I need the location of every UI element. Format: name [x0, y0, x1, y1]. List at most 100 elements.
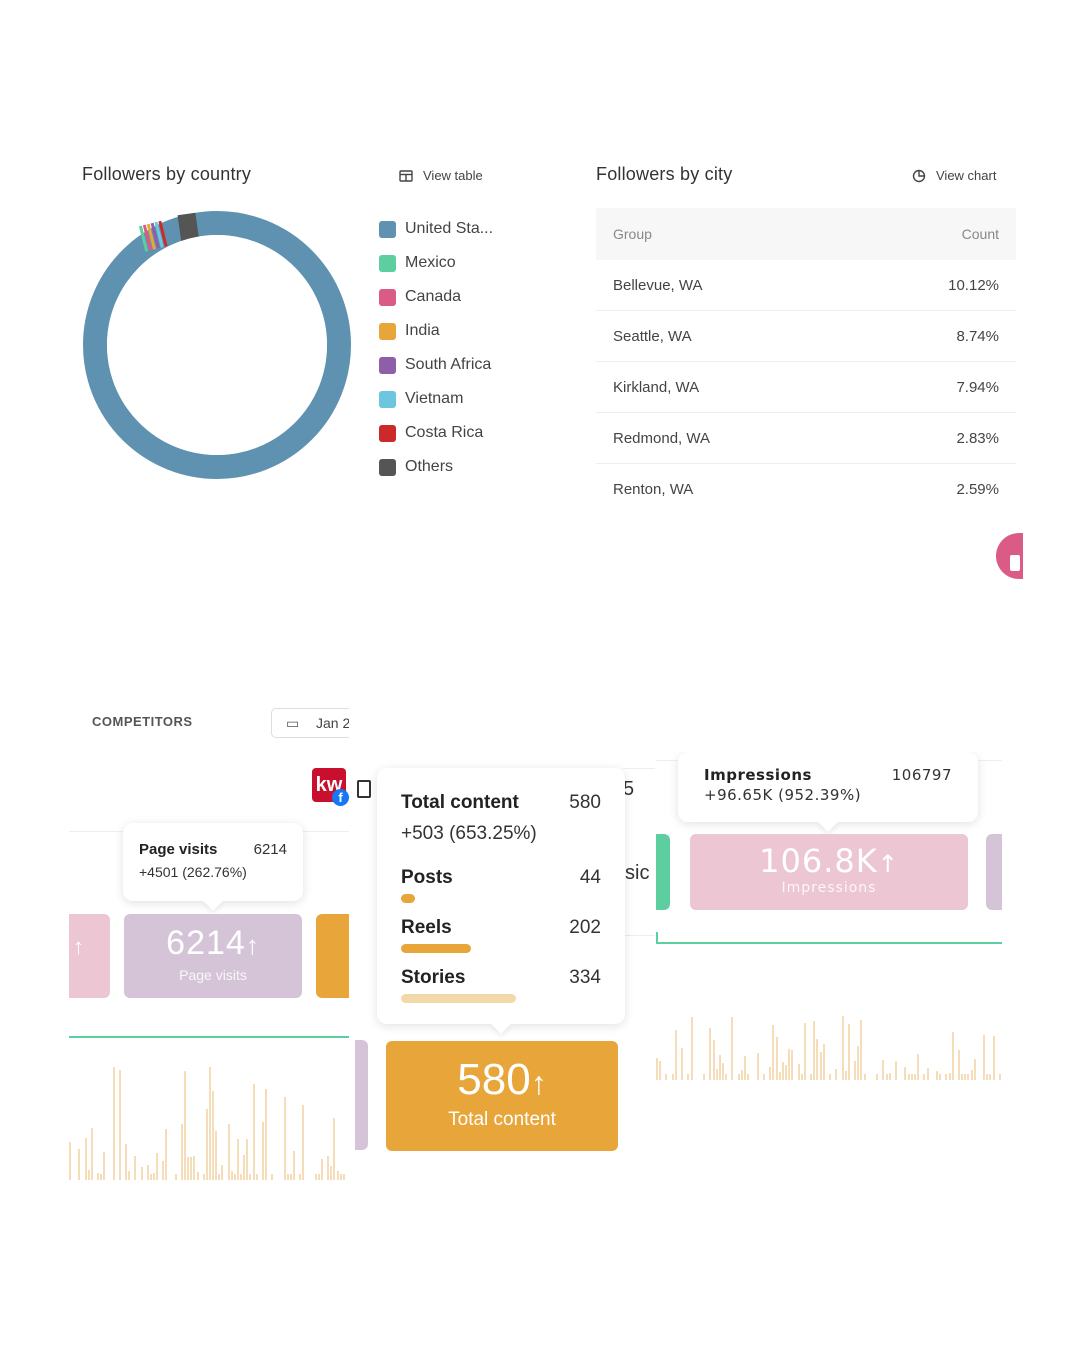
partial-text: 5 [623, 778, 635, 800]
legend-item[interactable]: Others [379, 450, 493, 484]
sparkline-bar [983, 1035, 985, 1080]
sparkline-bar [293, 1151, 295, 1180]
view-table-button[interactable]: View table [399, 168, 483, 183]
total-content-tooltip: Total content 580 +503 (653.25%) Posts 4… [377, 768, 625, 1024]
sparkline-bar [212, 1091, 214, 1180]
column-header-group[interactable]: Group [613, 226, 652, 242]
donut-segment-costa-rica[interactable] [158, 220, 168, 247]
sparkline-bar [703, 1074, 705, 1080]
tooltip-change: +96.65K (952.39%) [704, 786, 862, 804]
sparkline-bar [974, 1059, 976, 1080]
table-row[interactable]: Renton, WA 2.59% [596, 464, 1016, 515]
sparkline-bar [340, 1174, 342, 1180]
sparkline-bar [804, 1023, 806, 1080]
sparkline-bar [719, 1055, 721, 1080]
sparkline-bar [964, 1074, 966, 1080]
sparkline-bar [231, 1171, 233, 1180]
sparkline-bar [816, 1039, 818, 1080]
total-content-kpi-card[interactable]: 580↑ Total content [386, 1041, 618, 1151]
kpi-card-partial[interactable]: ↑ [69, 914, 110, 998]
arrow-up-icon: ↑ [245, 930, 260, 960]
column-header-count[interactable]: Count [961, 226, 999, 242]
sparkline-bar [857, 1046, 859, 1080]
sparkline-bar [187, 1157, 189, 1180]
date-picker[interactable]: ▭ Jan 2 [271, 708, 349, 738]
sparkline-bars [656, 1016, 1001, 1080]
sparkline-bar [675, 1030, 677, 1080]
sparkline-bar [659, 1061, 661, 1080]
sparkline-bar [315, 1174, 317, 1180]
legend-item[interactable]: Canada [379, 280, 493, 314]
table-row[interactable]: Seattle, WA 8.74% [596, 311, 1016, 362]
sparkline-bar [782, 1062, 784, 1080]
sparkline-bar [91, 1128, 93, 1180]
breakdown-row-posts: Posts 44 [401, 867, 601, 888]
legend-item[interactable]: Vietnam [379, 382, 493, 416]
sparkline-bar [993, 1036, 995, 1080]
legend-item[interactable]: Costa Rica [379, 416, 493, 450]
sparkline-bar [798, 1064, 800, 1080]
sparkline-bar [78, 1149, 80, 1180]
clipboard-icon [355, 768, 375, 800]
table-icon [399, 169, 413, 182]
tooltip-label: Page visits [139, 841, 218, 858]
sparkline-bar [234, 1174, 236, 1180]
table-row[interactable]: Redmond, WA 2.83% [596, 413, 1016, 464]
stories-bar [401, 994, 516, 1003]
table-row[interactable]: Kirkland, WA 7.94% [596, 362, 1016, 413]
sparkline-bar [249, 1174, 251, 1180]
sparkline-bar [162, 1161, 164, 1180]
sparkline-bar [945, 1074, 947, 1080]
kpi-card-partial[interactable] [656, 834, 670, 910]
sparkline-bar [165, 1129, 167, 1180]
donut-segment-others[interactable] [177, 212, 199, 241]
sparkline-bar [923, 1074, 925, 1080]
donut-segment-mexico[interactable] [138, 225, 149, 252]
sparkline-bar [738, 1074, 740, 1080]
sparkline-bar [125, 1144, 127, 1180]
sparkline-bar [318, 1174, 320, 1180]
sparkline-bar [747, 1074, 749, 1080]
sparkline-bar [845, 1071, 847, 1080]
donut-segment-south-africa[interactable] [150, 222, 160, 249]
kpi-card-partial[interactable] [355, 1040, 368, 1150]
sparkline-bar [776, 1037, 778, 1080]
sparkline-bar [842, 1016, 844, 1080]
facebook-icon: f [332, 789, 349, 806]
legend-swatch [379, 356, 396, 374]
legend-item[interactable]: United Sta... [379, 212, 493, 246]
sparkline-bar [197, 1172, 199, 1180]
sparkline-bar [181, 1124, 183, 1180]
page-visits-widget: COMPETITORS ▭ Jan 2 kw f Page visits 621… [69, 700, 349, 1200]
city-panel-title: Followers by city [596, 164, 733, 184]
legend-item[interactable]: India [379, 314, 493, 348]
page-visits-kpi-card[interactable]: 6214↑ Page visits [124, 914, 302, 998]
sparkline-bar [917, 1054, 919, 1080]
sparkline-bar [971, 1070, 973, 1080]
sparkline-bar [337, 1171, 339, 1180]
sparkline-bar [153, 1173, 155, 1180]
chat-widget-button[interactable] [996, 533, 1023, 579]
impressions-widget: Impressions 106797 +96.65K (952.39%) 106… [656, 752, 1002, 1092]
sparkline-bar [156, 1153, 158, 1180]
table-row[interactable]: Bellevue, WA 10.12% [596, 260, 1016, 311]
view-chart-button[interactable]: View chart [912, 168, 996, 183]
sparkline-bars [69, 1067, 345, 1180]
sparkline-bar [113, 1067, 115, 1180]
donut-segment-united-states[interactable] [83, 211, 351, 479]
donut-segment-india[interactable] [146, 223, 156, 250]
legend-swatch [379, 220, 396, 238]
kpi-card-partial[interactable] [316, 914, 349, 998]
donut-segment-vietnam[interactable] [154, 221, 164, 248]
legend-item[interactable]: South Africa [379, 348, 493, 382]
sparkline-bar [150, 1174, 152, 1180]
legend-item[interactable]: Mexico [379, 246, 493, 280]
donut-segment-canada[interactable] [142, 224, 153, 251]
kpi-value: 6214 [166, 924, 246, 962]
kpi-card-partial[interactable] [986, 834, 1002, 910]
sparkline-bar [864, 1074, 866, 1080]
sparkline-bar [656, 1058, 658, 1080]
impressions-kpi-card[interactable]: 106.8K↑ Impressions [690, 834, 968, 910]
tooltip-value: 580 [569, 792, 601, 813]
sparkline-bar [147, 1165, 149, 1180]
